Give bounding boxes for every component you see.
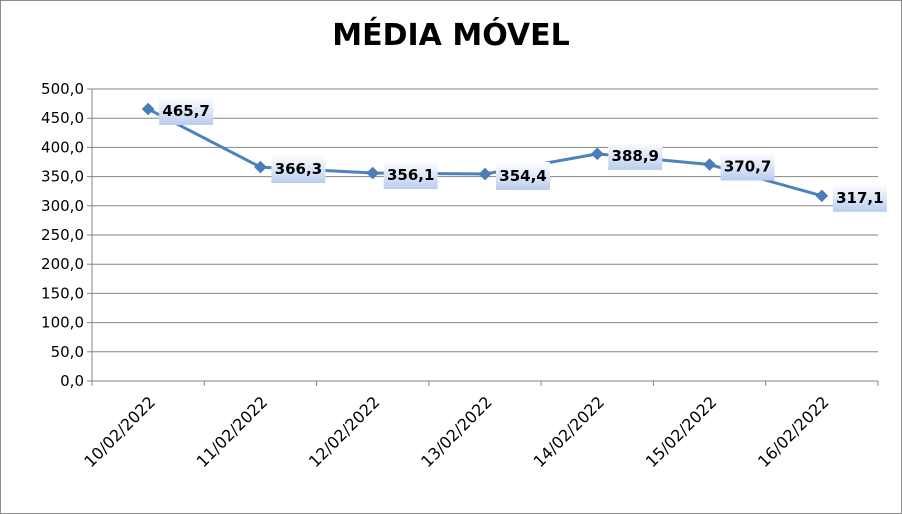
grid-layer <box>92 88 878 382</box>
x-tick-label: 13/02/2022 <box>417 392 496 471</box>
x-tick-label: 15/02/2022 <box>642 392 721 471</box>
data-label: 366,3 <box>275 160 322 178</box>
data-label: 388,9 <box>612 147 659 165</box>
data-point <box>141 102 155 116</box>
data-point <box>254 160 267 174</box>
data-label-layer: 465,7 366,3 356,1 354,4 388,9 370,7 317,1 <box>159 97 887 212</box>
y-tick-label: 250,0 <box>41 226 84 244</box>
y-tick-label: 150,0 <box>41 284 84 302</box>
data-point <box>590 147 604 161</box>
data-label-box <box>383 161 438 190</box>
y-tick-label: 100,0 <box>41 314 84 332</box>
data-label: 465,7 <box>162 102 209 120</box>
data-label: 370,7 <box>724 158 771 176</box>
data-point <box>703 158 716 171</box>
y-tick-label: 500,0 <box>41 80 84 98</box>
data-label-box <box>608 141 663 170</box>
data-label: 317,1 <box>836 189 883 207</box>
data-point <box>815 189 829 203</box>
data-point <box>366 166 380 180</box>
x-tick-label: 16/02/2022 <box>754 392 833 471</box>
series-line <box>147 107 823 198</box>
y-tick-label: 200,0 <box>41 255 84 273</box>
x-tick-label: 12/02/2022 <box>305 392 384 471</box>
x-tick-label: 14/02/2022 <box>529 392 608 471</box>
y-tick-label: 0,0 <box>60 372 84 390</box>
y-tick-label: 50,0 <box>51 343 84 361</box>
x-tick-label: 11/02/2022 <box>193 392 272 471</box>
x-tick-label: 10/02/2022 <box>80 392 159 471</box>
data-label-box <box>496 162 550 191</box>
data-point <box>478 167 492 181</box>
y-tick-label: 350,0 <box>41 168 84 186</box>
y-tick-label: 400,0 <box>41 138 84 156</box>
series-layer <box>141 102 829 203</box>
data-label-box <box>159 97 214 126</box>
chart-title: MÉDIA MÓVEL <box>332 18 570 53</box>
data-label: 356,1 <box>387 166 434 184</box>
axis-layer: 0,0 50,0 100,0 150,0 200,0 250,0 300,0 350,0 400… <box>41 80 879 471</box>
y-tick-label: 450,0 <box>41 109 84 127</box>
data-label-box <box>832 183 887 212</box>
data-label-box <box>271 155 326 184</box>
data-label-box <box>720 152 775 181</box>
data-label: 354,4 <box>499 167 546 185</box>
y-tick-label: 300,0 <box>41 197 84 215</box>
